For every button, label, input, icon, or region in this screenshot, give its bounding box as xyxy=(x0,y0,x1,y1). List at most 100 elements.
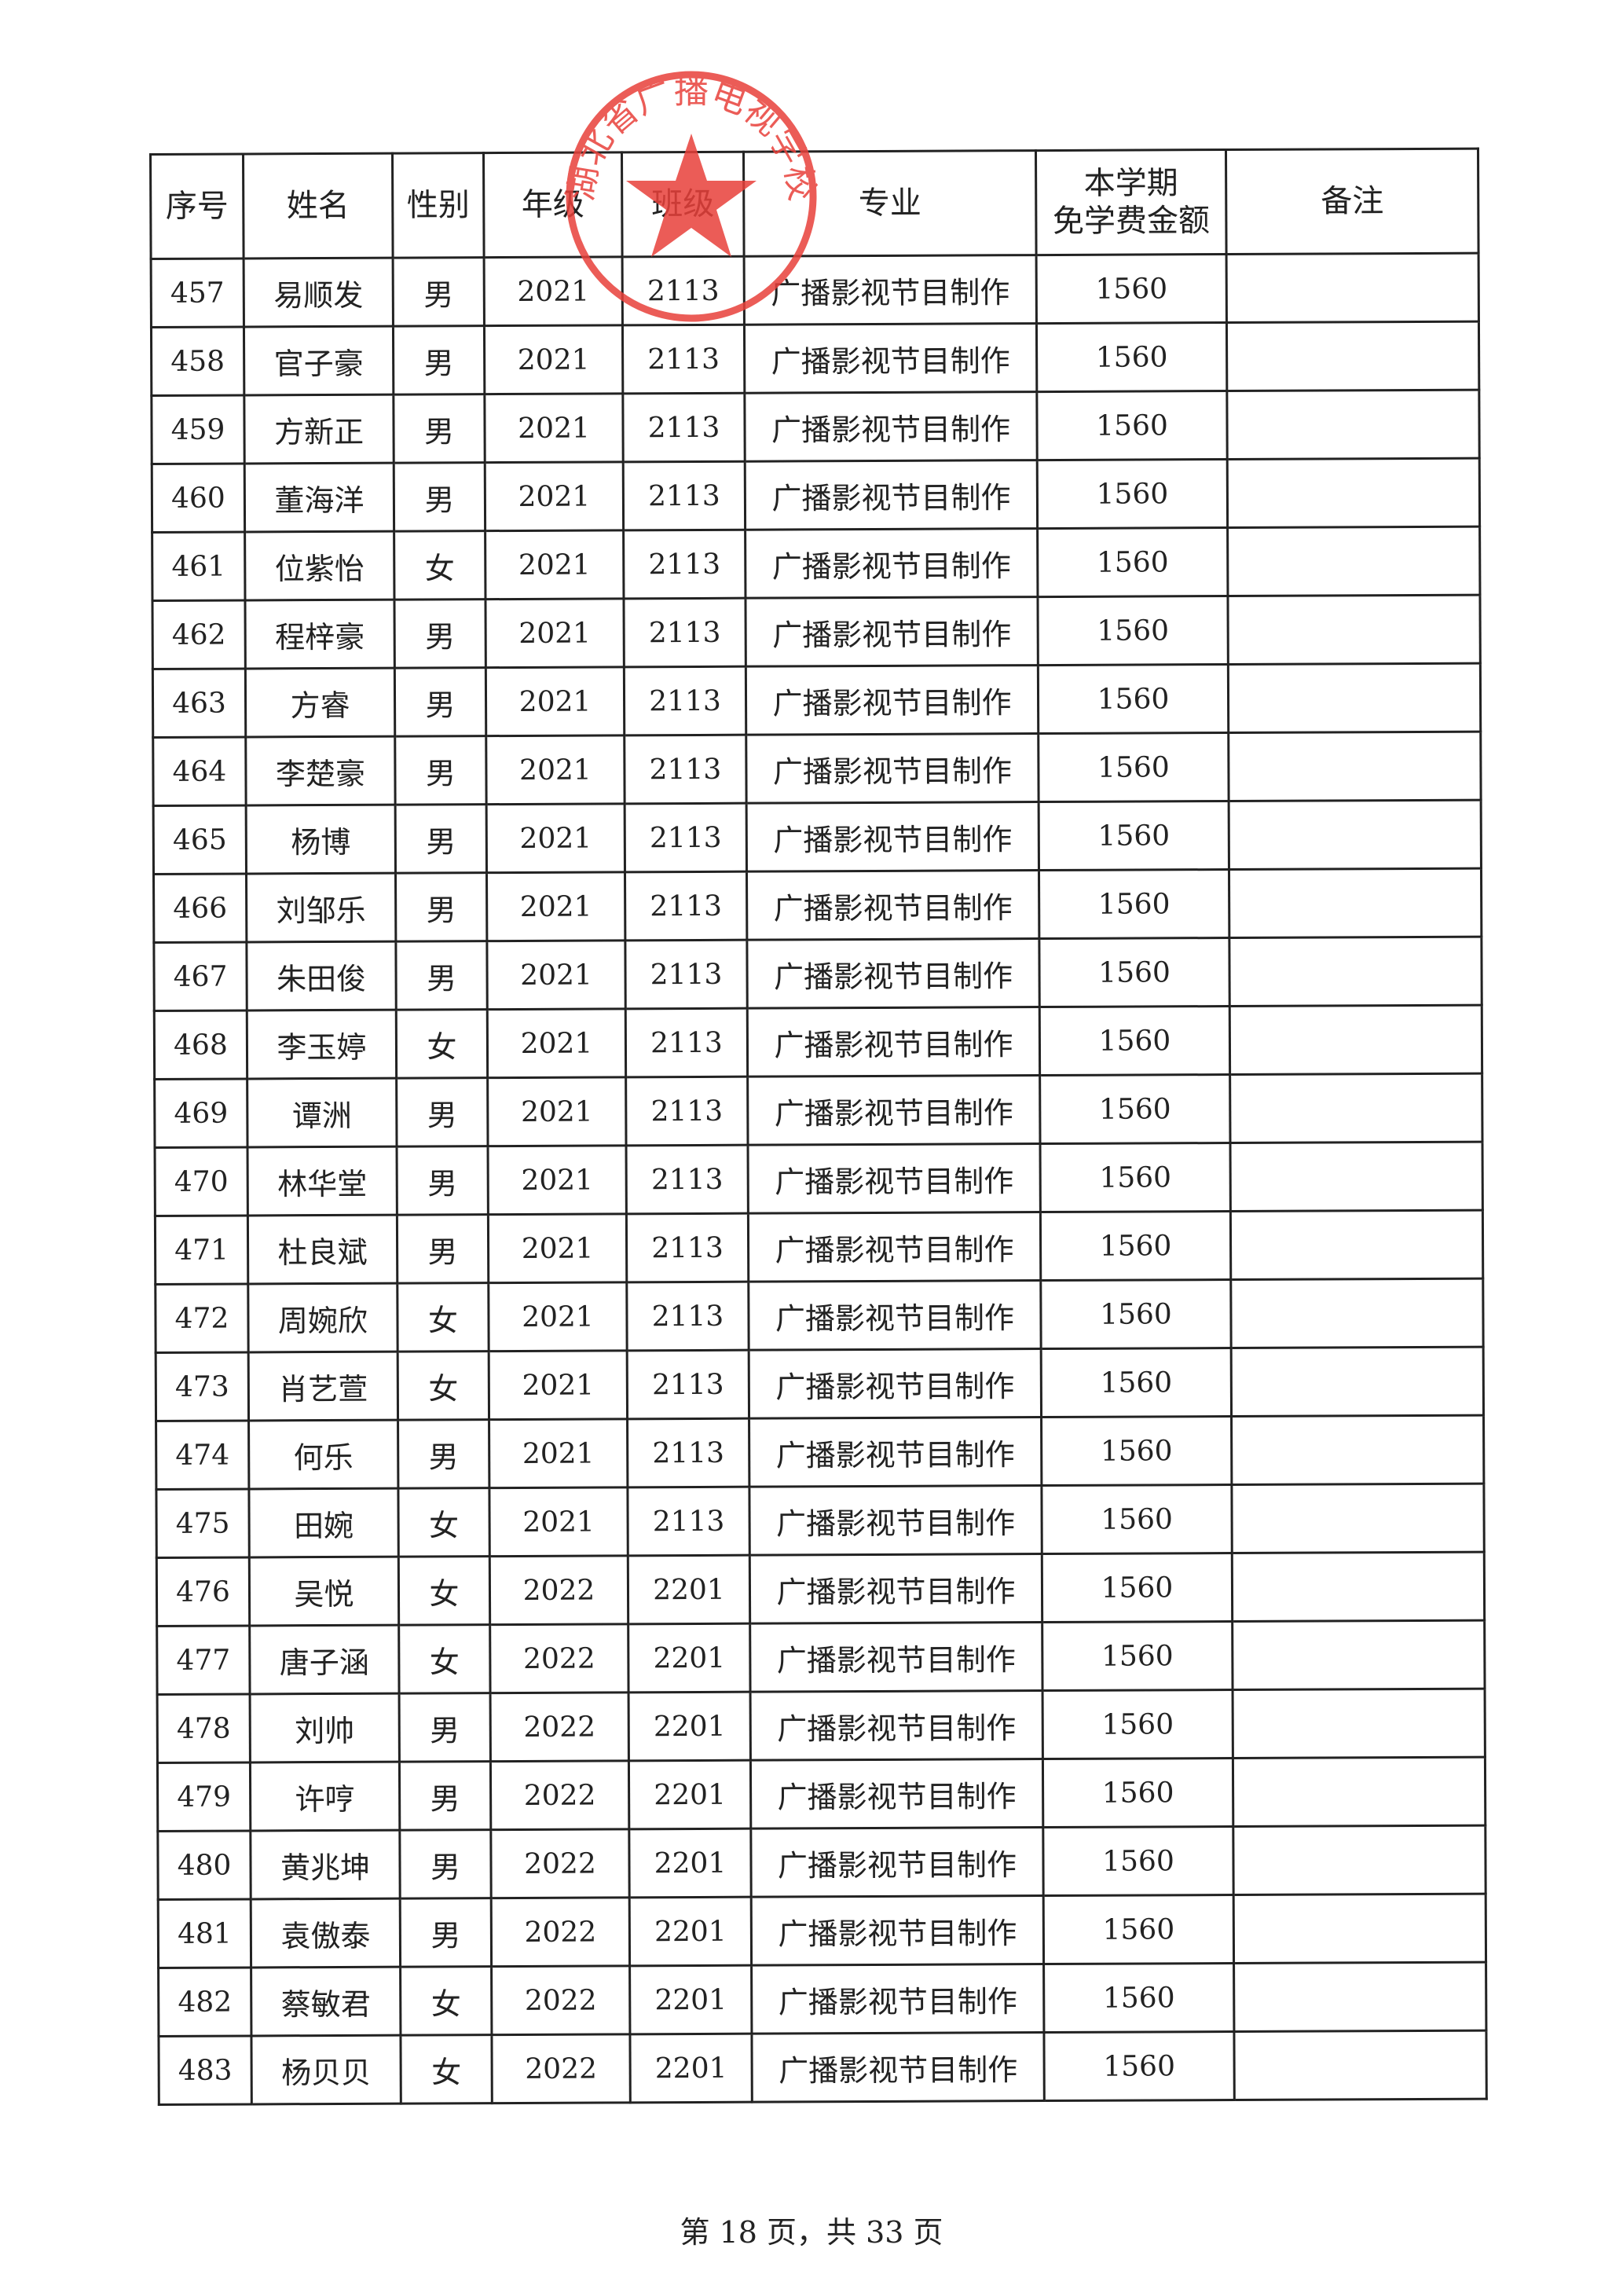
header-grade: 年级 xyxy=(483,152,623,258)
cell-major: 广播影视节目制作 xyxy=(749,1553,1042,1624)
cell-class: 2113 xyxy=(626,1282,749,1351)
cell-seq: 469 xyxy=(154,1078,248,1148)
cell-fee: 1560 xyxy=(1040,1142,1231,1212)
cell-name: 黄兆坤 xyxy=(250,1830,401,1899)
cell-name: 程梓豪 xyxy=(244,600,395,669)
cell-name: 方新正 xyxy=(244,394,394,464)
cell-gender: 男 xyxy=(398,1419,489,1489)
cell-remark xyxy=(1233,1825,1486,1895)
table-row: 483 杨贝贝女 2022 2201 广播影视节目制作 1560 xyxy=(158,2030,1487,2105)
cell-seq: 479 xyxy=(157,1762,251,1832)
table-row: 481 袁傲泰男 2022 2201 广播影视节目制作 1560 xyxy=(158,1894,1486,1968)
table-row: 465 杨博男 2021 2113 广播影视节目制作 1560 xyxy=(153,800,1482,875)
cell-remark xyxy=(1233,1757,1486,1827)
cell-major: 广播影视节目制作 xyxy=(747,1075,1041,1146)
table-row: 470 林华堂男 2021 2113 广播影视节目制作 1560 xyxy=(155,1142,1483,1216)
cell-gender: 男 xyxy=(397,1146,489,1216)
cell-gender: 男 xyxy=(393,257,485,327)
cell-class: 2113 xyxy=(624,735,747,804)
cell-gender: 男 xyxy=(394,462,485,532)
cell-gender: 女 xyxy=(398,1624,491,1694)
cell-seq: 470 xyxy=(155,1146,248,1216)
cell-name: 杨贝贝 xyxy=(251,2035,401,2104)
cell-grade: 2021 xyxy=(486,940,626,1010)
cell-remark xyxy=(1231,1415,1484,1485)
cell-class: 2201 xyxy=(628,1623,751,1693)
cell-gender: 男 xyxy=(393,325,485,395)
cell-major: 广播影视节目制作 xyxy=(746,938,1040,1009)
cell-remark xyxy=(1226,390,1480,460)
table-row: 478 刘帅男 2022 2201 广播影视节目制作 1560 xyxy=(157,1689,1486,1763)
cell-grade: 2021 xyxy=(485,461,624,531)
cell-class: 2113 xyxy=(623,530,746,599)
cell-seq: 473 xyxy=(156,1352,249,1421)
cell-name: 杨博 xyxy=(246,805,396,874)
table-row: 473 肖艺萱女 2021 2113 广播影视节目制作 1560 xyxy=(156,1347,1484,1421)
cell-gender: 男 xyxy=(400,1898,492,1968)
cell-class: 2201 xyxy=(628,1692,751,1761)
cell-remark xyxy=(1233,1894,1486,1964)
cell-remark xyxy=(1229,1073,1483,1143)
cell-seq: 466 xyxy=(153,873,247,943)
table-row: 474 何乐男 2021 2113 广播影视节目制作 1560 xyxy=(156,1415,1484,1490)
cell-name: 董海洋 xyxy=(244,463,394,532)
cell-fee: 1560 xyxy=(1041,1416,1232,1486)
cell-gender: 女 xyxy=(398,1556,490,1626)
cell-grade: 2022 xyxy=(489,1555,628,1625)
cell-remark xyxy=(1226,321,1479,391)
cell-gender: 女 xyxy=(397,1282,489,1352)
cell-major: 广播影视节目制作 xyxy=(751,1895,1044,1966)
cell-gender: 男 xyxy=(396,1077,489,1147)
cell-gender: 男 xyxy=(399,1761,491,1831)
cell-major: 广播影视节目制作 xyxy=(750,1759,1043,1829)
cell-class: 2201 xyxy=(629,2034,753,2103)
header-row: 序号 姓名 性别 年级 班级 专业 本学期 免学费金额 备注 xyxy=(150,149,1479,259)
cell-class: 2113 xyxy=(623,461,746,530)
cell-remark xyxy=(1226,253,1479,323)
header-seq: 序号 xyxy=(150,153,244,259)
cell-remark xyxy=(1227,595,1481,665)
cell-seq: 464 xyxy=(152,736,247,806)
cell-major: 广播影视节目制作 xyxy=(751,1964,1044,2034)
cell-seq: 467 xyxy=(153,941,247,1011)
cell-name: 李楚豪 xyxy=(245,736,396,805)
cell-class: 2113 xyxy=(625,940,748,1009)
cell-gender: 女 xyxy=(396,1009,488,1079)
cell-class: 2113 xyxy=(625,803,747,872)
cell-gender: 女 xyxy=(398,1487,490,1557)
cell-class: 2201 xyxy=(628,1555,750,1624)
cell-gender: 男 xyxy=(395,804,487,874)
cell-grade: 2022 xyxy=(491,1965,630,2035)
cell-gender: 女 xyxy=(398,1351,489,1421)
cell-major: 广播影视节目制作 xyxy=(749,1417,1042,1487)
table-row: 479 许哼男 2022 2201 广播影视节目制作 1560 xyxy=(157,1757,1486,1832)
cell-name: 位紫怡 xyxy=(244,531,394,600)
cell-name: 易顺发 xyxy=(244,258,394,327)
table-row: 475 田婉女 2021 2113 广播影视节目制作 1560 xyxy=(156,1484,1485,1558)
cell-major: 广播影视节目制作 xyxy=(747,1007,1040,1077)
cell-gender: 男 xyxy=(394,667,486,737)
table-row: 463 方睿男 2021 2113 广播影视节目制作 1560 xyxy=(152,663,1481,738)
cell-grade: 2022 xyxy=(490,1828,630,1898)
cell-grade: 2021 xyxy=(484,325,623,394)
cell-name: 方睿 xyxy=(245,668,395,737)
table-row: 472 周婉欣女 2021 2113 广播影视节目制作 1560 xyxy=(155,1278,1484,1353)
cell-seq: 471 xyxy=(155,1215,248,1285)
cell-remark xyxy=(1233,1689,1486,1759)
cell-name: 蔡敏君 xyxy=(251,1967,401,2036)
table-row: 469 谭洲男 2021 2113 广播影视节目制作 1560 xyxy=(154,1073,1483,1148)
header-gender: 性别 xyxy=(392,152,485,259)
cell-remark xyxy=(1233,1962,1486,2032)
cell-remark xyxy=(1232,1552,1485,1622)
cell-gender: 男 xyxy=(397,1214,489,1284)
table-row: 476 吴悦女 2022 2201 广播影视节目制作 1560 xyxy=(156,1552,1485,1627)
cell-grade: 2021 xyxy=(484,256,623,326)
cell-major: 广播影视节目制作 xyxy=(745,460,1038,530)
cell-remark xyxy=(1230,1142,1483,1212)
header-class: 班级 xyxy=(621,152,745,257)
cell-gender: 女 xyxy=(400,2034,493,2104)
cell-fee: 1560 xyxy=(1042,1758,1233,1828)
cell-class: 2113 xyxy=(622,256,745,325)
header-name: 姓名 xyxy=(243,153,394,259)
cell-fee: 1560 xyxy=(1037,459,1228,529)
